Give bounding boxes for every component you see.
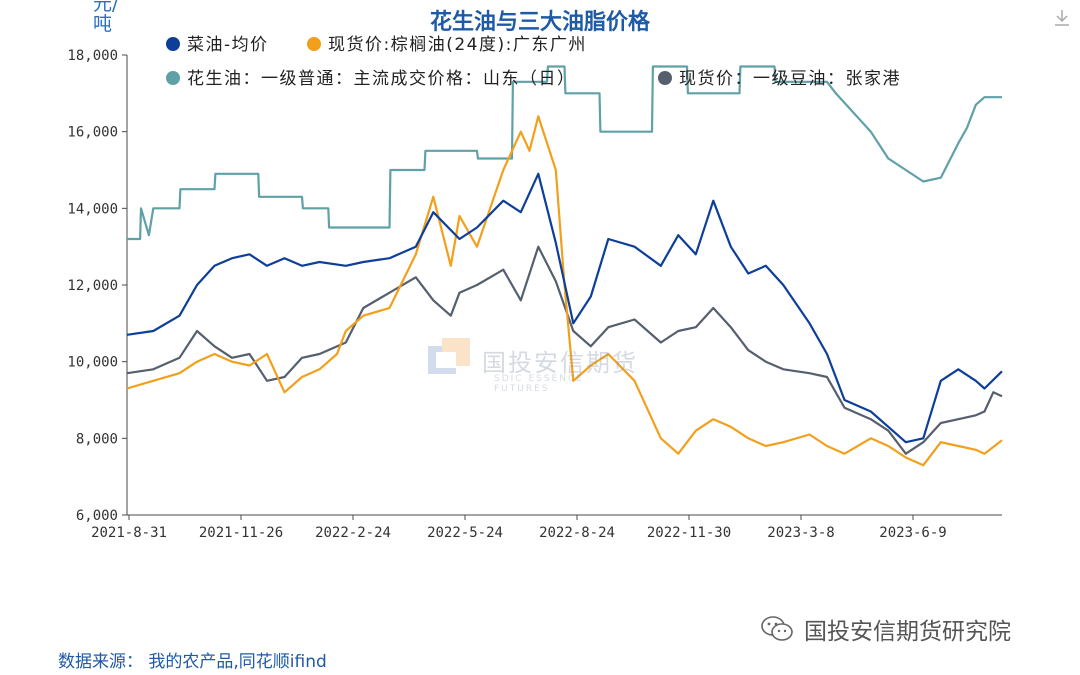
legend-label: 现货价:棕榈油(24度):广东广州 bbox=[328, 35, 587, 55]
x-ticks: 2021-8-31 2021-11-26 2022-2-24 2022-5-24 202… bbox=[91, 515, 947, 541]
series-line-0 bbox=[126, 172, 1003, 444]
legend-marker bbox=[658, 71, 672, 85]
y-ticks: 6,000 8,000 10,000 12,000 14,000 16,000 18,000 bbox=[67, 48, 127, 524]
watermark-subtext: SDIC ESSENCE FUTURES bbox=[494, 374, 584, 394]
brand: 国投安信期货研究院 bbox=[760, 612, 1011, 646]
legend: 菜油-均价 现货价:棕榈油(24度):广东广州花生油：一级普通：主流成交价格：山东… bbox=[166, 35, 901, 89]
legend-label: 菜油-均价 bbox=[187, 35, 269, 55]
source-note: 数据来源： 我的农产品,同花顺ifind bbox=[58, 652, 327, 672]
x-tick-label: 2021-11-26 bbox=[199, 525, 283, 541]
watermark: 国投安信期货 SDIC ESSENCE FUTURES bbox=[428, 338, 638, 394]
brand-name: 国投安信期货研究院 bbox=[804, 619, 1011, 645]
y-tick-label: 8,000 bbox=[76, 431, 118, 447]
wechat-icon bbox=[761, 616, 793, 641]
x-tick-label: 2023-6-9 bbox=[879, 525, 946, 541]
series-line-1 bbox=[126, 115, 1003, 467]
y-tick-label: 18,000 bbox=[67, 48, 118, 64]
legend-label: 现货价：一级豆油：张家港 bbox=[679, 69, 901, 89]
y-tick-label: 10,000 bbox=[67, 355, 118, 371]
watermark-text: 国投安信期货 bbox=[482, 348, 638, 377]
x-tick-label: 2022-5-24 bbox=[427, 525, 503, 541]
y-tick-label: 12,000 bbox=[67, 278, 118, 294]
series-lines bbox=[126, 65, 1003, 467]
download-icon[interactable] bbox=[1052, 8, 1072, 28]
y-tick-label: 6,000 bbox=[76, 508, 118, 524]
legend-marker bbox=[166, 37, 180, 51]
legend-label: 花生油：一级普通：主流成交价格：山东（日） bbox=[187, 69, 576, 89]
x-tick-label: 2022-8-24 bbox=[539, 525, 615, 541]
x-tick-label: 2021-8-31 bbox=[91, 525, 167, 541]
chart-title: 花生油与三大油脂价格 bbox=[429, 10, 650, 35]
x-tick-label: 2023-3-8 bbox=[767, 525, 834, 541]
x-tick-label: 2022-11-30 bbox=[647, 525, 731, 541]
legend-marker bbox=[166, 71, 180, 85]
y-tick-label: 16,000 bbox=[67, 125, 118, 141]
series-line-3 bbox=[126, 245, 1003, 455]
y-tick-label: 14,000 bbox=[67, 201, 118, 217]
series-line-2 bbox=[127, 65, 1002, 241]
watermark-logo-icon bbox=[428, 338, 470, 374]
x-tick-label: 2022-2-24 bbox=[315, 525, 391, 541]
y-unit-label: 元/吨 bbox=[93, 0, 119, 35]
legend-marker bbox=[307, 37, 321, 51]
